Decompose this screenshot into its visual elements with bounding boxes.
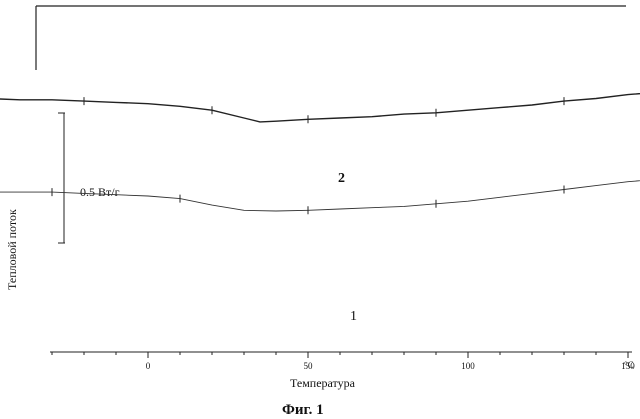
figure-caption: Фиг. 1 xyxy=(282,402,324,418)
series-2-label: 2 xyxy=(338,171,345,186)
scale-bar-label: 0.5 Вт/г xyxy=(80,185,120,199)
x-axis: -50050100150200250 xyxy=(0,352,640,371)
x-tick-label: 50 xyxy=(304,361,314,371)
x-axis-title: Температура xyxy=(290,376,356,390)
x-tick-label: 0 xyxy=(146,361,151,371)
x-axis-unit: °C xyxy=(624,360,634,370)
series-1-label: 1 xyxy=(350,309,357,324)
scale-bar: 0.5 Вт/г xyxy=(58,113,120,243)
x-tick-label: 100 xyxy=(461,361,475,371)
series-2-line xyxy=(0,0,640,122)
y-axis-title: Тепловой поток xyxy=(5,209,19,290)
